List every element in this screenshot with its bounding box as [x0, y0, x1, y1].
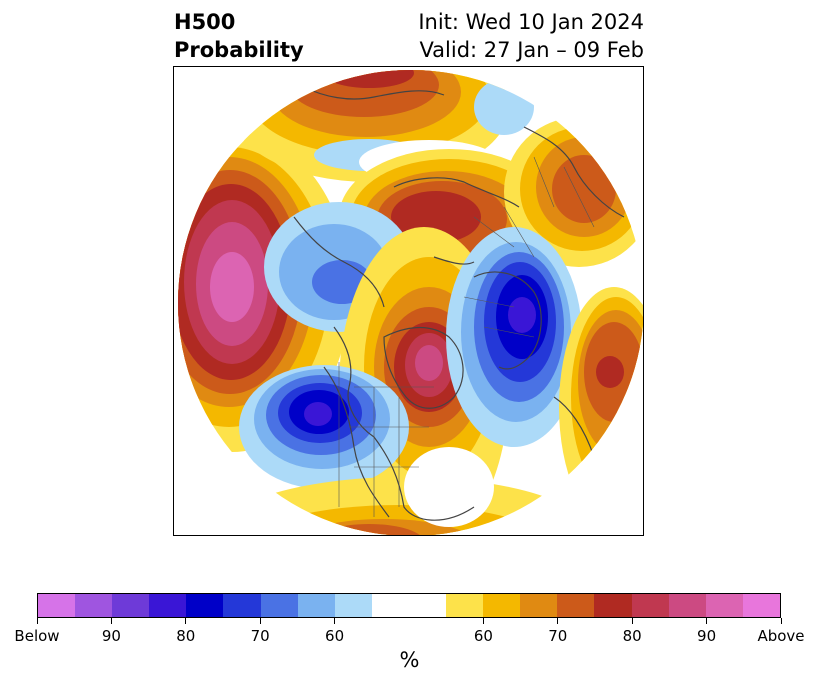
colorbar-tick-label: 60	[473, 627, 493, 645]
colorbar-tick	[110, 618, 112, 624]
colorbar-tick	[780, 618, 782, 624]
colorbar-segment	[668, 594, 706, 617]
colorbar-segment	[223, 594, 261, 617]
colorbar-segment	[520, 594, 558, 617]
colorbar-segment	[631, 594, 669, 617]
anomaly-below-europe	[446, 227, 582, 447]
colorbar-tick-label: 90	[697, 627, 717, 645]
colorbar-tick-label: 70	[250, 627, 270, 645]
colorbar-tick-label: 60	[325, 627, 345, 645]
colorbar	[37, 593, 781, 618]
colorbar-segment	[705, 594, 743, 617]
colorbar-tick-label: 70	[548, 627, 568, 645]
colorbar-tick-label: 80	[176, 627, 196, 645]
colorbar-tick	[706, 618, 708, 624]
colorbar-tick	[259, 618, 261, 624]
colorbar-segment	[260, 594, 298, 617]
colorbar-segment	[742, 594, 780, 617]
colorbar-segment	[186, 594, 224, 617]
colorbar-segment	[371, 594, 409, 617]
anomaly-below-western-us	[239, 365, 409, 489]
colorbar-segment	[446, 594, 484, 617]
chart-title-left: H500 Probability	[174, 8, 304, 64]
chart-title-right: Init: Wed 10 Jan 2024 Valid: 27 Jan – 09…	[418, 8, 644, 64]
colorbar-segment	[297, 594, 335, 617]
colorbar-tick	[36, 618, 38, 624]
colorbar-segment	[334, 594, 372, 617]
title-field-name: H500	[174, 10, 236, 34]
colorbar-segment	[594, 594, 632, 617]
title-valid-range: Valid: 27 Jan – 09 Feb	[419, 38, 644, 62]
colorbar-tick	[631, 618, 633, 624]
colorbar-unit-label: %	[399, 648, 420, 672]
colorbar-tick	[334, 618, 336, 624]
colorbar-tick	[185, 618, 187, 624]
title-field-type: Probability	[174, 38, 304, 62]
colorbar-segment	[75, 594, 113, 617]
colorbar-tick-label: Above	[757, 627, 805, 645]
colorbar-tick-label: 90	[101, 627, 121, 645]
colorbar-segment	[483, 594, 521, 617]
colorbar-ticks	[36, 618, 782, 626]
colorbar-segment	[149, 594, 187, 617]
colorbar-segment	[408, 594, 447, 617]
colorbar-segment	[38, 594, 76, 617]
title-init-date: Init: Wed 10 Jan 2024	[418, 10, 644, 34]
colorbar-tick	[482, 618, 484, 624]
colorbar-segment	[112, 594, 150, 617]
colorbar-tick-label: 80	[622, 627, 642, 645]
colorbar-segment	[557, 594, 595, 617]
polar-map	[173, 66, 644, 536]
colorbar-tick-label: Below	[14, 627, 60, 645]
colorbar-tick	[557, 618, 559, 624]
political-boundaries	[338, 156, 595, 517]
